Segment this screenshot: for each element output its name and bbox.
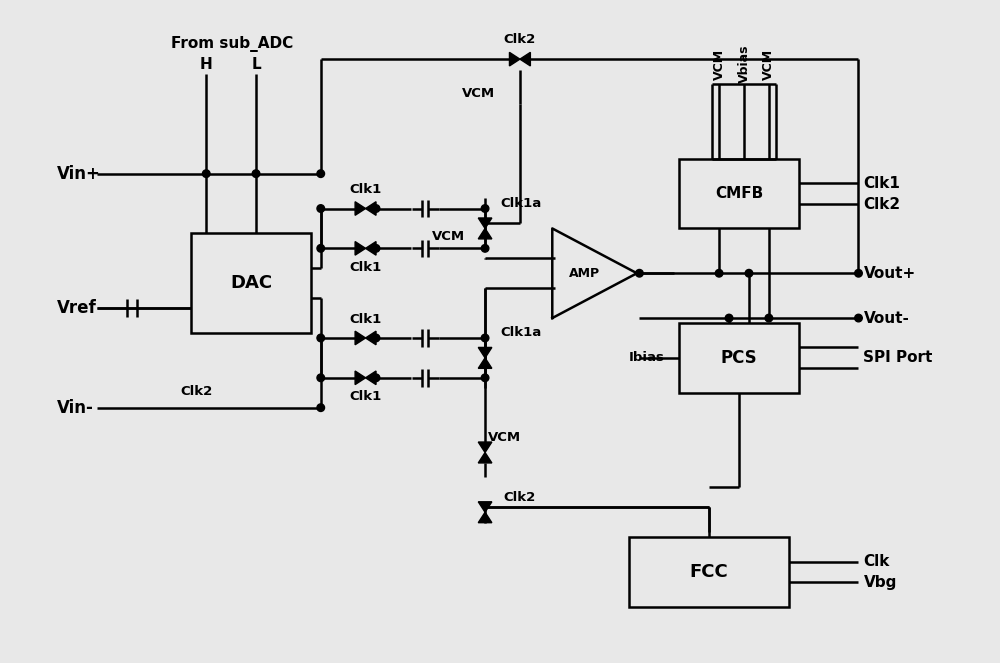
Text: Clk2: Clk2 xyxy=(180,385,212,398)
Bar xyxy=(629,537,789,607)
Circle shape xyxy=(317,334,325,341)
Polygon shape xyxy=(478,512,492,522)
Circle shape xyxy=(372,245,380,252)
Text: VCM: VCM xyxy=(762,48,775,80)
Text: Clk1: Clk1 xyxy=(349,391,382,403)
Circle shape xyxy=(481,245,489,252)
Circle shape xyxy=(636,269,643,277)
Text: VCM: VCM xyxy=(713,48,726,80)
Polygon shape xyxy=(478,229,492,239)
Bar xyxy=(679,323,799,392)
Text: FCC: FCC xyxy=(690,563,728,581)
Circle shape xyxy=(317,245,325,252)
Circle shape xyxy=(372,334,380,341)
Circle shape xyxy=(252,170,260,178)
Polygon shape xyxy=(478,218,492,229)
Circle shape xyxy=(481,374,489,382)
Text: Vbias: Vbias xyxy=(737,45,750,84)
Text: Vref: Vref xyxy=(57,299,97,317)
Polygon shape xyxy=(478,347,492,358)
Bar xyxy=(191,233,311,333)
Text: VCM: VCM xyxy=(432,230,465,243)
Circle shape xyxy=(481,334,489,341)
Polygon shape xyxy=(478,442,492,452)
Text: Clk1a: Clk1a xyxy=(500,326,541,339)
Polygon shape xyxy=(478,358,492,369)
Polygon shape xyxy=(478,502,492,512)
Bar xyxy=(679,158,799,229)
Text: Clk2: Clk2 xyxy=(504,32,536,46)
Text: Clk1: Clk1 xyxy=(349,312,382,326)
Text: DAC: DAC xyxy=(230,274,272,292)
Circle shape xyxy=(855,269,862,277)
Text: L: L xyxy=(251,56,261,72)
Text: From sub_ADC: From sub_ADC xyxy=(171,36,294,52)
Text: Vbg: Vbg xyxy=(863,575,897,590)
Polygon shape xyxy=(509,52,520,66)
Polygon shape xyxy=(366,371,376,385)
Circle shape xyxy=(372,374,380,382)
Text: Vout-: Vout- xyxy=(863,310,909,326)
Text: Vin+: Vin+ xyxy=(57,164,101,183)
Polygon shape xyxy=(355,202,366,215)
Text: Clk1: Clk1 xyxy=(863,176,900,191)
Circle shape xyxy=(317,404,325,412)
Text: Clk: Clk xyxy=(863,554,890,569)
Text: Vin-: Vin- xyxy=(57,398,94,416)
Circle shape xyxy=(317,374,325,382)
Polygon shape xyxy=(478,452,492,463)
Polygon shape xyxy=(355,371,366,385)
Polygon shape xyxy=(355,332,366,345)
Text: VCM: VCM xyxy=(488,431,522,444)
Text: Ibias: Ibias xyxy=(628,351,664,365)
Circle shape xyxy=(317,205,325,212)
Text: VCM: VCM xyxy=(462,88,495,101)
Polygon shape xyxy=(366,241,376,255)
Circle shape xyxy=(745,269,753,277)
Text: Clk1: Clk1 xyxy=(349,261,382,274)
Text: Clk1: Clk1 xyxy=(349,183,382,196)
Text: Vout+: Vout+ xyxy=(863,266,916,280)
Text: AMP: AMP xyxy=(569,267,600,280)
Circle shape xyxy=(481,205,489,212)
Circle shape xyxy=(715,269,723,277)
Polygon shape xyxy=(366,202,376,215)
Text: Clk2: Clk2 xyxy=(863,196,901,211)
Text: Clk2: Clk2 xyxy=(504,491,536,504)
Polygon shape xyxy=(520,52,530,66)
Polygon shape xyxy=(355,241,366,255)
Circle shape xyxy=(725,314,733,322)
Polygon shape xyxy=(366,332,376,345)
Text: CMFB: CMFB xyxy=(715,186,763,201)
Text: Clk1a: Clk1a xyxy=(500,197,541,210)
Circle shape xyxy=(372,205,380,212)
Circle shape xyxy=(202,170,210,178)
Text: H: H xyxy=(200,56,213,72)
Circle shape xyxy=(855,314,862,322)
Circle shape xyxy=(317,170,325,178)
Circle shape xyxy=(765,314,773,322)
Text: SPI Port: SPI Port xyxy=(863,350,933,365)
Text: PCS: PCS xyxy=(721,349,757,367)
